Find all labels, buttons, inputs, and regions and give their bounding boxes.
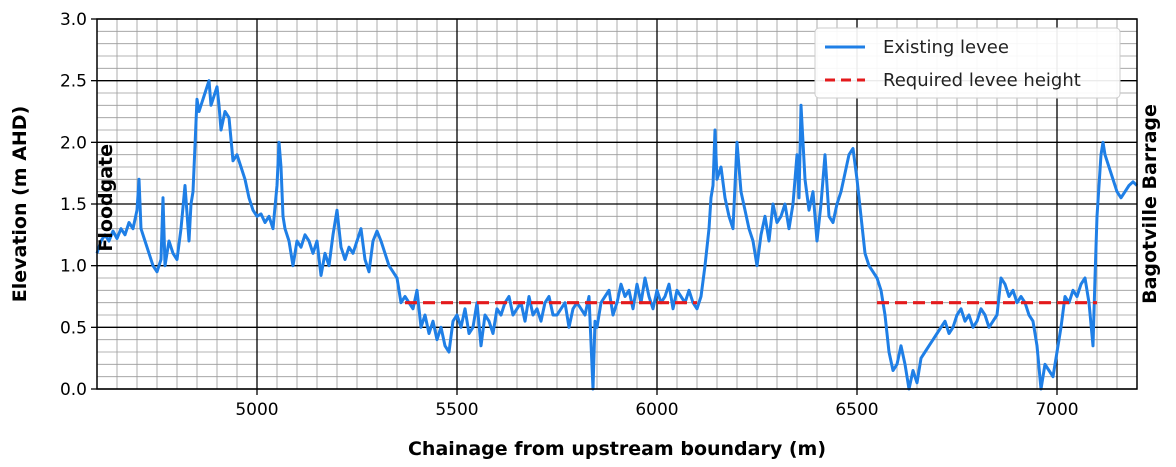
- legend-label-required-levee-height: Required levee height: [883, 70, 1081, 91]
- x-tick-label: 5000: [235, 400, 278, 420]
- y-tick-label: 3.0: [60, 10, 87, 30]
- y-tick-label: 1.0: [60, 257, 87, 277]
- legend-label-existing-levee: Existing levee: [883, 37, 1009, 58]
- x-tick-label: 7000: [1035, 400, 1078, 420]
- x-tick-label: 6000: [635, 400, 678, 420]
- series-line-existing-levee: [95, 79, 1139, 391]
- y-tick-label: 1.5: [60, 195, 87, 215]
- floodgate-label: Floodgate: [95, 144, 117, 252]
- series-layer: [95, 79, 1139, 391]
- x-tick-label: 5500: [435, 400, 478, 420]
- y-axis-title: Elevation (m AHD): [9, 106, 31, 303]
- y-tick-label: 0.5: [60, 318, 87, 338]
- y-tick-label: 0.0: [60, 380, 87, 400]
- y-tick-label: 2.5: [60, 72, 87, 92]
- legend: Existing levee Required levee height: [814, 27, 1121, 99]
- x-axis-title: Chainage from upstream boundary (m): [408, 438, 826, 460]
- legend-box: [814, 27, 1121, 99]
- x-tick-label: 6500: [835, 400, 878, 420]
- y-tick-label: 2.0: [60, 133, 87, 153]
- ticks-layer: 5000 5500 6000 6500 7000 0.0 0.5 1.0 1.5 2.0 2.5 3.…: [60, 10, 1079, 420]
- bagotville-barrage-label: Bagotville Barrage: [1139, 104, 1161, 304]
